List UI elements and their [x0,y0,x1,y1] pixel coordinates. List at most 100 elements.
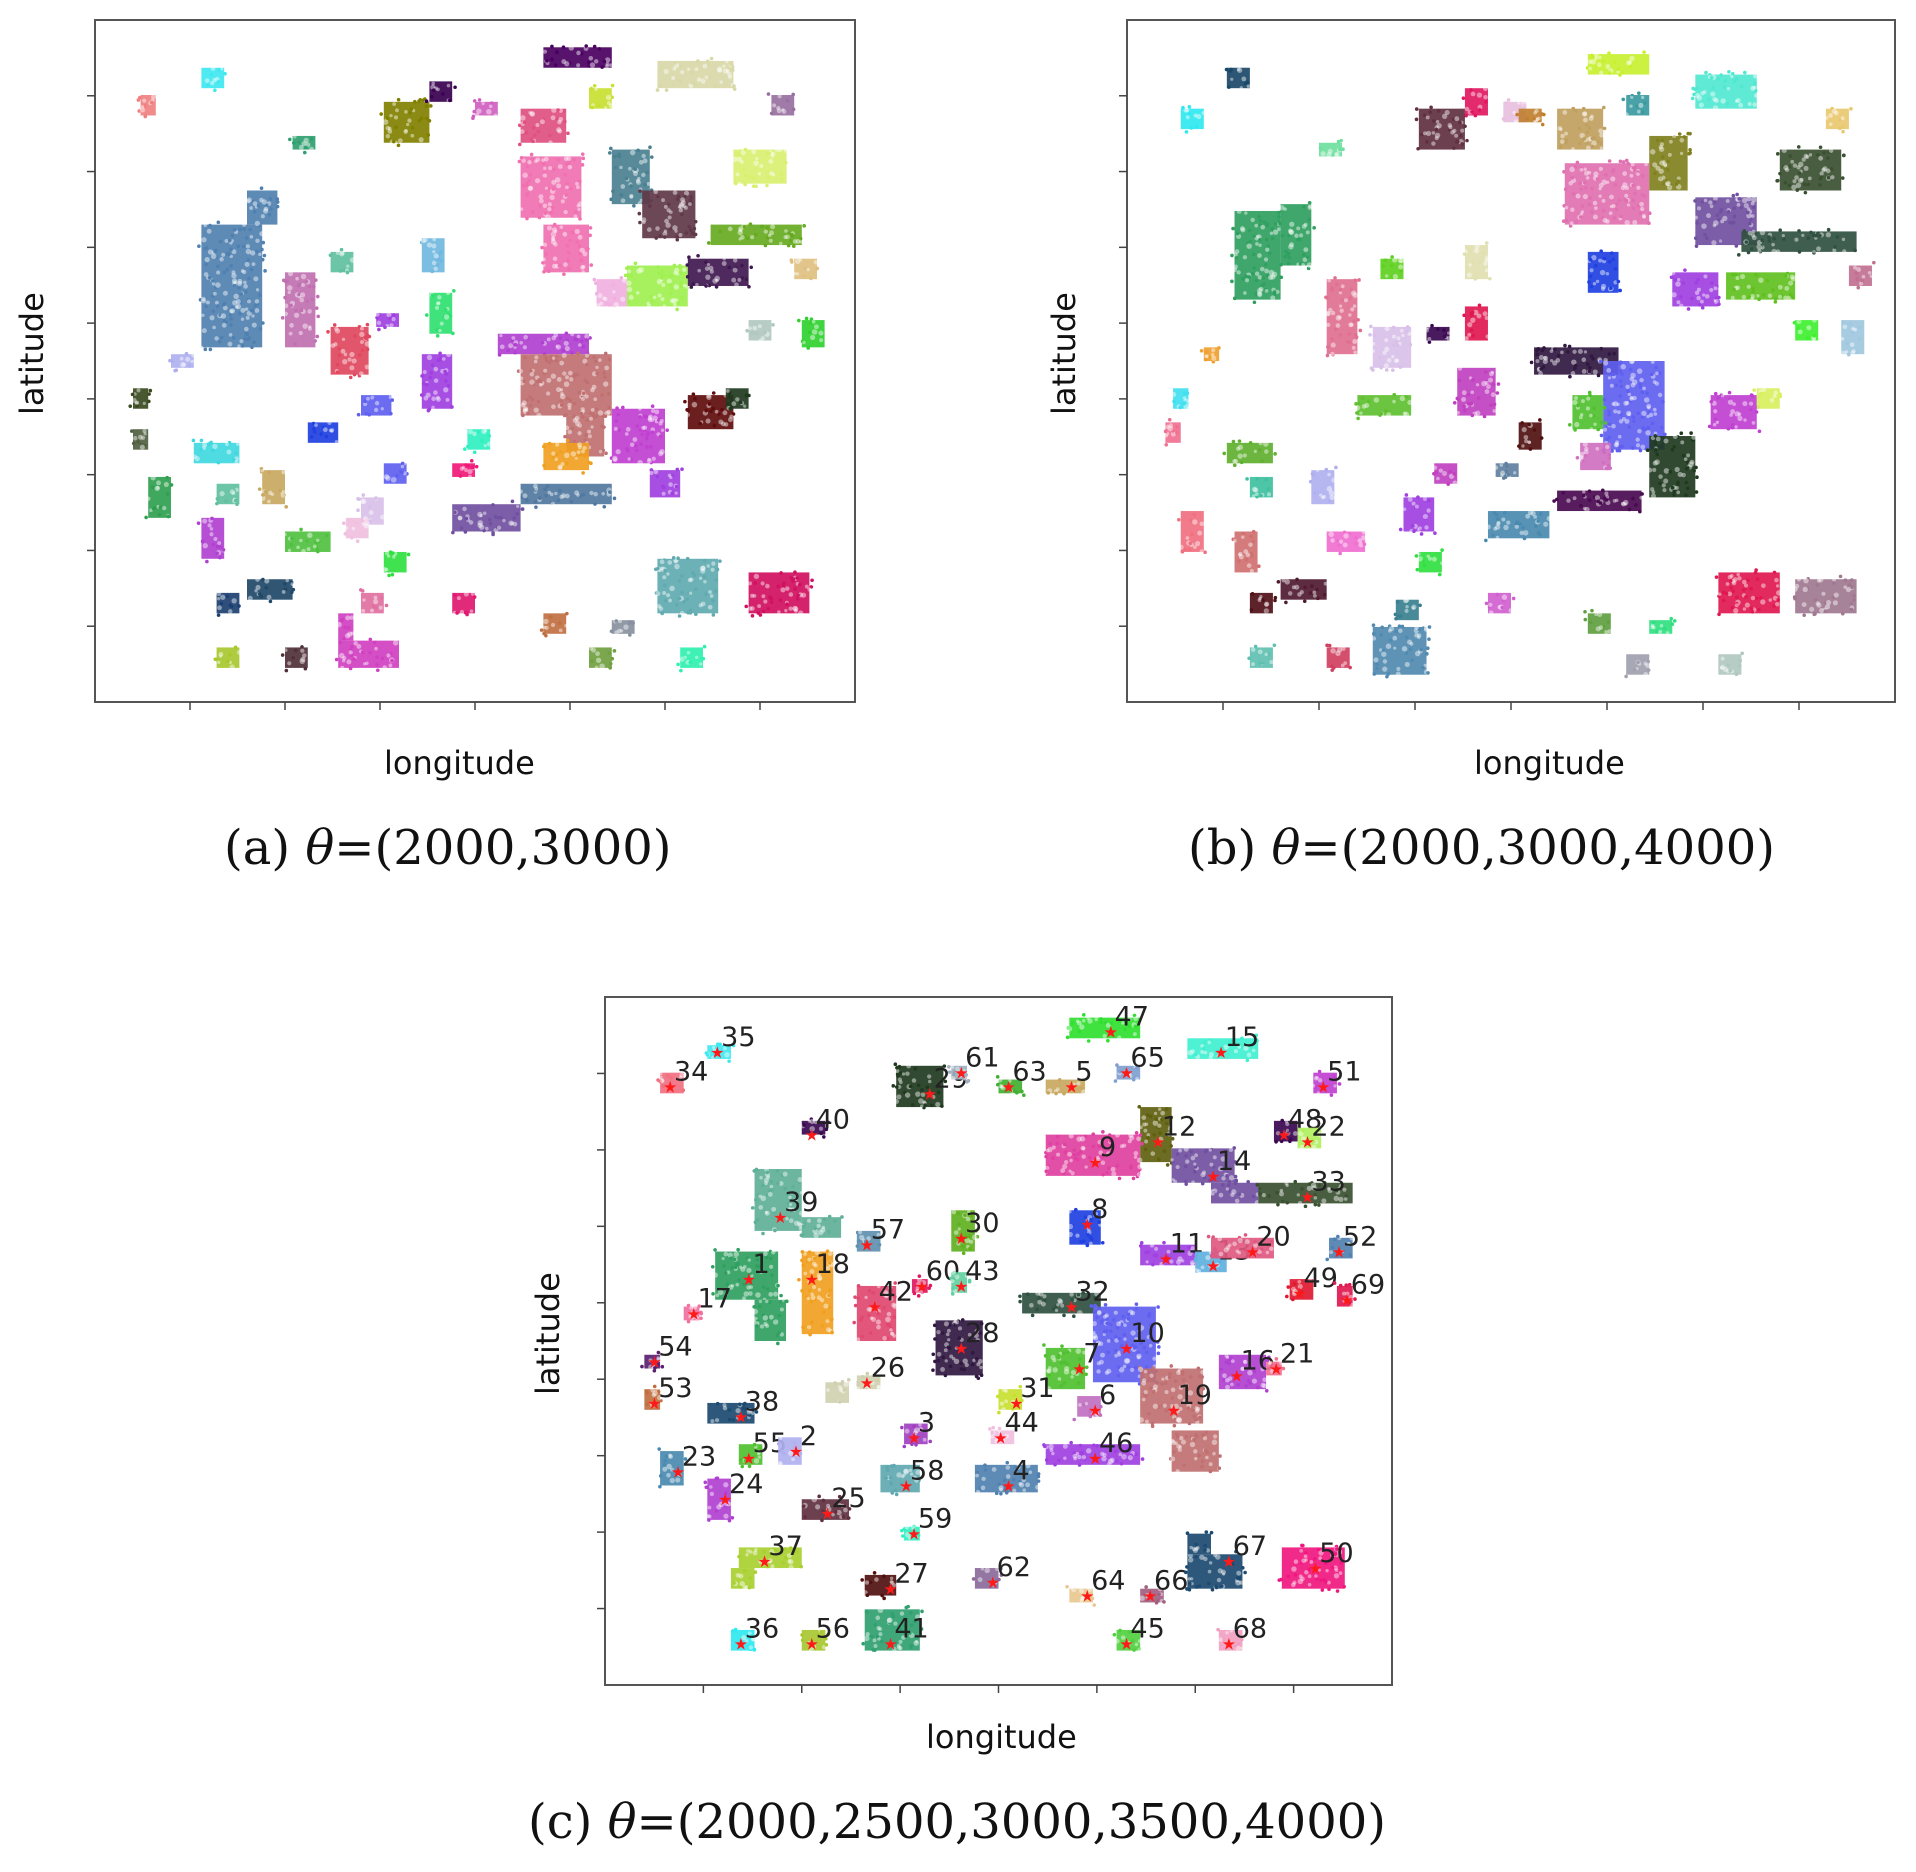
cluster-block [642,190,696,239]
cluster-point [612,154,617,159]
cluster-point [447,98,452,103]
cluster-texture [563,262,568,267]
cluster-point [542,175,547,180]
cluster-1 [201,66,227,93]
cluster-texture [577,201,584,207]
cluster-point [783,160,788,165]
cluster-point [1134,1131,1139,1135]
cluster-texture [389,113,393,118]
cluster-texture [770,224,776,230]
cluster-point [1070,1021,1075,1025]
cluster-texture [731,156,738,163]
cluster-texture [702,63,708,69]
cluster-point [1091,1144,1096,1149]
cluster-texture [553,242,558,247]
cluster-point [1099,1017,1103,1021]
cluster-texture [1185,1159,1190,1164]
cluster-texture [1110,1166,1116,1172]
cluster-point [528,173,533,177]
cluster-block [520,108,567,143]
cluster-point [337,353,342,358]
cluster-point [802,224,806,228]
cluster-point [640,158,645,163]
cluster-texture [1067,1209,1072,1214]
cluster-texture [772,103,777,108]
cluster-texture [1183,1146,1189,1152]
cluster-point [532,133,537,138]
cluster-texture [535,157,541,162]
cluster-point [743,182,747,187]
cluster-texture [1142,1122,1147,1127]
cluster-texture [901,1072,906,1076]
cluster-point [995,1082,1000,1087]
cluster-texture [1144,1139,1149,1144]
cluster-point [229,323,233,327]
cluster-label-34: 34 [674,1056,708,1087]
cluster-texture [738,226,744,232]
cluster-texture [359,331,365,337]
cluster-point [619,193,624,197]
cluster-texture [897,1077,902,1082]
cluster-texture [541,257,546,262]
cluster-point [692,226,697,231]
cluster-point [733,181,738,186]
cluster-texture [1055,1087,1060,1092]
cluster-texture [769,1184,774,1189]
cluster-texture [704,75,709,80]
cluster-texture [253,276,259,282]
cluster-texture [235,303,242,310]
cluster-texture [1157,1123,1162,1128]
cluster-point [521,183,526,188]
cluster-texture [1076,1136,1082,1142]
cluster-texture [1285,1183,1289,1188]
cluster-point [137,109,141,113]
cluster-point [352,361,357,365]
cluster-texture [717,68,722,73]
cluster-texture [1068,1169,1072,1173]
cluster-label-40: 40 [816,1105,850,1136]
cluster-texture [333,342,338,347]
cluster-point [910,1103,915,1107]
cluster-texture [343,352,348,357]
cluster-texture [212,77,217,83]
cluster-point [252,210,257,214]
cluster-texture [809,1118,815,1124]
cluster-texture [1136,1157,1143,1164]
cluster-7 [766,92,796,116]
cluster-point [365,347,370,352]
cluster-texture [641,172,646,178]
cluster-texture [678,203,684,209]
cluster-texture [895,1068,900,1074]
cluster-texture [681,200,686,206]
cluster-point [217,68,221,73]
cluster-point [1255,1183,1260,1187]
cluster-texture [753,160,759,166]
cluster-point [530,210,535,214]
cluster-point [216,220,221,225]
cluster-point [578,179,582,184]
cluster-texture [1081,1089,1087,1095]
cluster-texture [605,62,610,67]
cluster-point [531,139,535,144]
cluster-texture [547,202,552,207]
cluster-point [1057,1077,1062,1082]
cluster-point [204,262,208,267]
cluster-texture [770,154,775,158]
cluster-texture [406,122,410,127]
cluster-point [261,321,265,325]
cluster-texture [289,323,294,328]
cluster-point [546,187,551,191]
cluster-point [519,155,524,160]
cluster-texture [661,198,665,203]
cluster-texture [740,159,744,164]
cluster-point [761,1183,765,1188]
cluster-label-12: 12 [1162,1111,1196,1142]
cluster-point [786,233,791,238]
cluster-texture [759,164,764,169]
cluster-texture [716,66,723,73]
cluster-point [648,204,652,208]
cluster-point [314,306,319,310]
cluster-texture [246,197,252,203]
cluster-point [552,167,556,172]
cluster-texture [567,164,573,170]
